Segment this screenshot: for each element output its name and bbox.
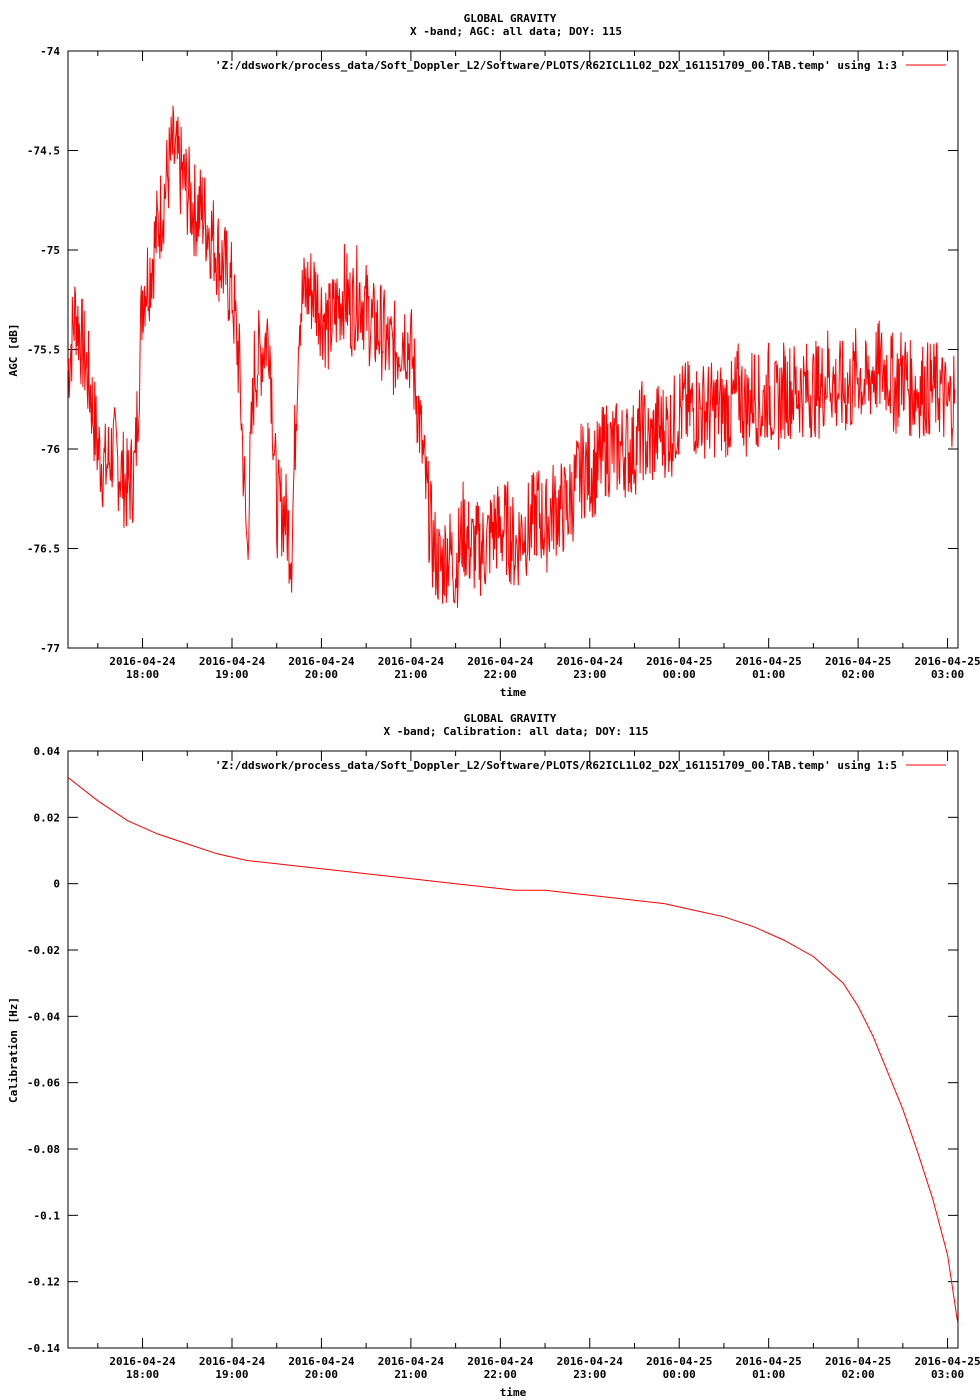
x-tick-date: 2016-04-25: [736, 1355, 802, 1368]
x-tick-time: 19:00: [215, 668, 248, 681]
x-tick-date: 2016-04-24: [109, 1355, 176, 1368]
x-tick-time: 01:00: [752, 668, 785, 681]
x-tick-date: 2016-04-25: [646, 1355, 712, 1368]
x-tick-date: 2016-04-25: [914, 1355, 980, 1368]
y-tick-label: -0.08: [27, 1143, 60, 1156]
calibration-chart: GLOBAL GRAVITY X -band; Calibration: all…: [7, 712, 980, 1399]
x-axis: 2016-04-2418:002016-04-2419:002016-04-24…: [97, 751, 980, 1381]
y-axis-label: Calibration [Hz]: [7, 997, 20, 1103]
y-axis-label: AGC [dB]: [7, 324, 20, 377]
x-tick-date: 2016-04-25: [914, 655, 980, 668]
x-tick-date: 2016-04-24: [557, 655, 624, 668]
y-tick-label: -74.5: [27, 145, 60, 158]
x-tick-date: 2016-04-25: [825, 655, 891, 668]
x-tick-date: 2016-04-24: [288, 1355, 355, 1368]
x-tick-time: 03:00: [931, 1368, 964, 1381]
x-tick-time: 20:00: [305, 1368, 338, 1381]
y-tick-label: -0.06: [27, 1077, 60, 1090]
x-tick-time: 23:00: [573, 1368, 606, 1381]
x-axis: 2016-04-2418:002016-04-2419:002016-04-24…: [97, 51, 980, 681]
plot-frame: [67, 50, 959, 649]
x-tick-date: 2016-04-24: [109, 655, 176, 668]
x-tick-time: 02:00: [842, 668, 875, 681]
x-tick-time: 00:00: [663, 668, 696, 681]
x-tick-date: 2016-04-24: [288, 655, 355, 668]
y-tick-label: -77: [40, 642, 60, 655]
x-tick-time: 19:00: [215, 1368, 248, 1381]
series-line: [67, 777, 959, 1325]
x-tick-time: 01:00: [752, 1368, 785, 1381]
chart-subtitle: X -band; Calibration: all data; DOY: 115: [384, 725, 649, 738]
x-tick-date: 2016-04-24: [199, 655, 266, 668]
x-tick-time: 22:00: [484, 668, 517, 681]
x-tick-date: 2016-04-24: [467, 1355, 534, 1368]
x-tick-time: 23:00: [573, 668, 606, 681]
y-tick-label: 0.04: [34, 745, 61, 758]
y-tick-label: 0.02: [34, 811, 61, 824]
x-tick-time: 00:00: [663, 1368, 696, 1381]
plot-frame: [67, 750, 959, 1349]
y-tick-label: -76: [40, 443, 60, 456]
x-axis-label: time: [500, 1386, 527, 1399]
x-tick-time: 02:00: [842, 1368, 875, 1381]
series-layer: [67, 105, 956, 608]
x-tick-date: 2016-04-25: [825, 1355, 891, 1368]
x-tick-time: 21:00: [394, 1368, 427, 1381]
x-tick-time: 03:00: [931, 668, 964, 681]
x-tick-time: 22:00: [484, 1368, 517, 1381]
legend-label: 'Z:/ddswork/process_data/Soft_Doppler_L2…: [215, 59, 897, 72]
y-axis: -74 -74.5 -75 -75.5 -76 -76.5 -77: [27, 45, 958, 655]
chart-title: GLOBAL GRAVITY: [464, 712, 557, 725]
legend-label: 'Z:/ddswork/process_data/Soft_Doppler_L2…: [215, 759, 897, 772]
x-tick-time: 21:00: [394, 668, 427, 681]
x-tick-date: 2016-04-25: [646, 655, 712, 668]
x-tick-date: 2016-04-24: [557, 1355, 624, 1368]
x-tick-date: 2016-04-24: [467, 655, 534, 668]
x-tick-time: 18:00: [126, 668, 159, 681]
x-tick-date: 2016-04-24: [378, 1355, 445, 1368]
x-tick-date: 2016-04-24: [199, 1355, 266, 1368]
chart-subtitle: X -band; AGC: all data; DOY: 115: [410, 25, 622, 38]
x-tick-time: 18:00: [126, 1368, 159, 1381]
y-tick-label: -76.5: [27, 543, 60, 556]
x-axis-label: time: [500, 686, 527, 699]
x-tick-date: 2016-04-25: [736, 655, 802, 668]
x-tick-date: 2016-04-24: [378, 655, 445, 668]
series-layer: [67, 777, 959, 1325]
y-tick-label: -0.02: [27, 944, 60, 957]
chart-title: GLOBAL GRAVITY: [464, 12, 557, 25]
y-tick-label: -0.04: [27, 1010, 60, 1023]
y-tick-label: -74: [40, 45, 60, 58]
y-tick-label: 0: [53, 878, 60, 891]
agc-chart: GLOBAL GRAVITY X -band; AGC: all data; D…: [7, 12, 980, 699]
y-tick-label: -0.1: [34, 1209, 61, 1222]
y-axis: 0.04 0.02 0 -0.02 -0.04 -0.06 -0.08 -0.1 -0.12 -0…: [27, 745, 958, 1355]
y-tick-label: -75.5: [27, 344, 60, 357]
y-tick-label: -0.12: [27, 1276, 60, 1289]
y-tick-label: -75: [40, 244, 60, 257]
x-tick-time: 20:00: [305, 668, 338, 681]
series-line: [67, 105, 956, 608]
y-tick-label: -0.14: [27, 1342, 60, 1355]
